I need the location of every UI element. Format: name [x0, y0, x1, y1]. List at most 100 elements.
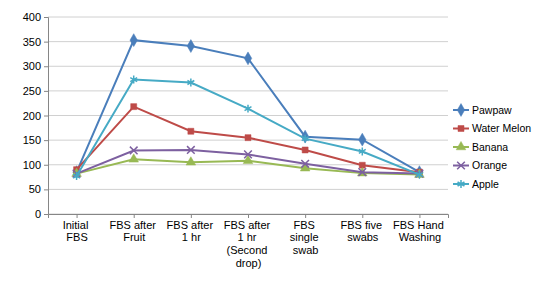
y-tick: 400 — [23, 11, 48, 23]
legend-marker — [456, 141, 466, 149]
x-tick-label-line: FBS — [66, 231, 87, 243]
legend-entry: Banana — [453, 141, 508, 153]
x-tick: Initial FBS — [63, 214, 92, 243]
marker — [302, 147, 308, 153]
y-tick: 250 — [23, 85, 48, 97]
y-tick-label: 0 — [35, 208, 41, 220]
x-tick-label-line: swab — [293, 244, 319, 256]
x-tick: FBS five swabs — [340, 214, 385, 243]
x-tick-label: Initial FBS — [63, 219, 92, 244]
y-tick-mark — [44, 116, 48, 117]
x-tick-label-line: (Second — [226, 244, 270, 256]
y-tick-mark — [44, 42, 48, 43]
y-tick-label: 100 — [23, 159, 41, 171]
x-tick-label-line: Fruit — [123, 231, 145, 243]
series — [73, 34, 423, 179]
y-tick: 150 — [23, 134, 48, 146]
y-tick: 350 — [23, 36, 48, 48]
marker — [131, 104, 137, 110]
y-tick-mark — [44, 91, 48, 92]
series — [73, 146, 424, 177]
marker — [416, 166, 423, 179]
marker — [243, 155, 253, 163]
y-axis: 0 50 100 150 200 250 300 350 400 — [23, 11, 49, 220]
x-tick-label-line: single — [290, 231, 322, 243]
marker — [245, 105, 252, 113]
y-tick: 200 — [23, 110, 48, 122]
marker — [301, 130, 308, 143]
y-tick-mark — [44, 140, 48, 141]
series-line — [77, 107, 420, 173]
marker — [129, 154, 139, 162]
y-tick-label: 50 — [29, 183, 41, 195]
x-tick: FBS Hand Washing — [393, 214, 447, 243]
legend-entry: Pawpaw — [453, 104, 512, 117]
series — [72, 154, 424, 178]
legend-entry: Water Melon — [453, 122, 531, 134]
grid-line — [48, 189, 448, 190]
y-tick-label: 300 — [23, 60, 41, 72]
legend-entry: Orange — [453, 159, 507, 171]
legend-marker — [457, 162, 465, 170]
x-tick-label: FBS Hand Washing — [393, 219, 447, 244]
marker — [187, 146, 195, 154]
x-tick-label-line: FBS after — [224, 219, 274, 231]
marker — [301, 160, 309, 168]
x-tick: FBS after 1 hr (Second drop) — [224, 214, 274, 269]
y-tick-label: 350 — [23, 36, 41, 48]
marker — [302, 135, 309, 143]
x-tick: FBS after Fruit — [109, 214, 159, 243]
plot-area — [72, 34, 424, 180]
x-tick-label-line: 1 hr — [237, 231, 259, 243]
x-tick-mark — [248, 214, 249, 218]
marker — [358, 168, 366, 176]
y-tick: 50 — [29, 183, 48, 195]
marker — [187, 79, 194, 87]
grid-line — [48, 115, 448, 116]
marker — [244, 52, 251, 65]
y-tick: 100 — [23, 159, 48, 171]
x-tick-label-line: swabs — [347, 231, 379, 243]
x-tick-mark — [305, 214, 306, 218]
y-axis-line — [44, 18, 49, 215]
x-tick-label-line: FBS — [293, 219, 317, 231]
legend-label: Orange — [472, 159, 507, 171]
legend-marker — [457, 104, 464, 117]
x-tick-label-line: FBS Hand — [393, 219, 447, 231]
marker — [187, 40, 194, 53]
y-tick-mark — [44, 66, 48, 67]
x-tick-label-line: 1 hr — [182, 231, 201, 243]
y-tick-label: 400 — [23, 11, 41, 23]
y-tick-mark — [44, 189, 48, 190]
x-tick-label: FBS after Fruit — [109, 219, 159, 244]
x-tick-mark — [77, 214, 78, 218]
x-tick-label-line: Initial — [63, 219, 92, 231]
legend: PawpawWater MelonBananaOrangeApple — [453, 104, 531, 190]
x-tick: FBS single swab — [290, 214, 322, 256]
y-tick-label: 150 — [23, 134, 41, 146]
x-tick-label-line: drop) — [236, 257, 262, 269]
legend-label: Pawpaw — [472, 104, 512, 116]
marker — [130, 34, 137, 47]
x-tick: FBS after 1 hr — [167, 214, 217, 243]
y-tick-mark — [44, 214, 48, 215]
x-tick-label-line: FBS after — [109, 219, 159, 231]
x-axis-line — [49, 215, 449, 219]
marker — [416, 171, 423, 179]
x-tick-label: FBS after 1 hr — [167, 219, 217, 244]
series-line — [77, 80, 420, 177]
marker — [130, 76, 137, 84]
x-tick-mark — [419, 214, 420, 218]
x-tick-mark — [191, 214, 192, 218]
grid-line — [48, 66, 448, 67]
y-tick-label: 250 — [23, 85, 41, 97]
x-tick-label: FBS five swabs — [340, 219, 385, 244]
marker — [245, 135, 251, 141]
y-tick-mark — [44, 165, 48, 166]
x-tick-label-line: FBS after — [167, 219, 217, 231]
x-axis: Initial FBSFBS after FruitFBS after 1 hr… — [49, 214, 449, 269]
legend-marker — [458, 126, 464, 132]
x-tick-label: FBS after 1 hr (Second drop) — [224, 219, 274, 269]
legend-label: Water Melon — [472, 122, 531, 134]
y-tick-label: 200 — [23, 110, 41, 122]
